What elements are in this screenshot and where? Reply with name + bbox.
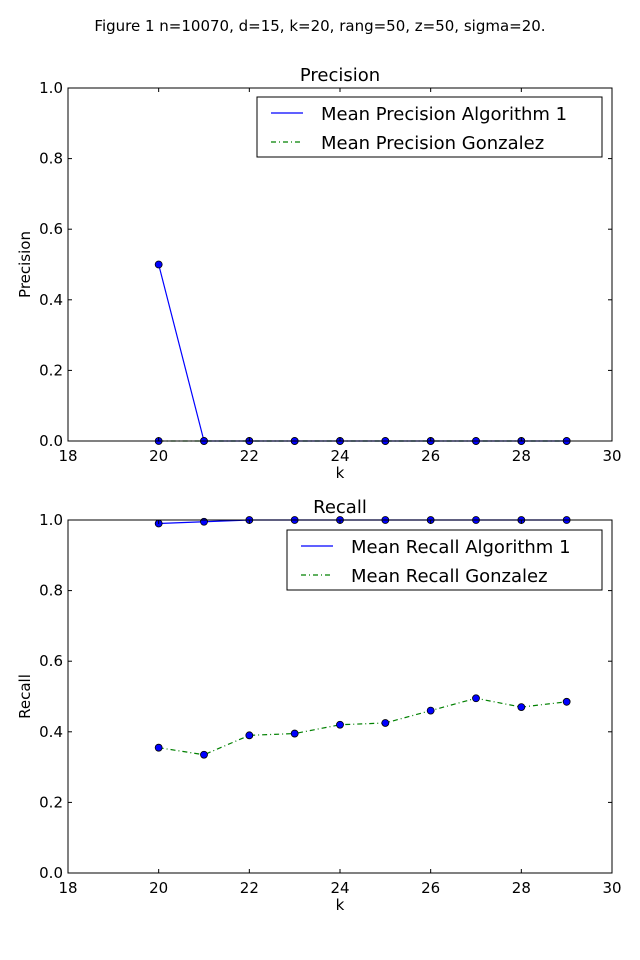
precision-xtick-label: 18 — [58, 447, 77, 465]
precision-title: Precision — [300, 65, 380, 86]
precision-ylabel: Precision — [16, 231, 34, 298]
recall-ytick-label: 0.6 — [39, 652, 63, 670]
recall-ytick-label: 1.0 — [39, 511, 63, 529]
recall-xtick-label: 22 — [240, 879, 259, 897]
recall-series-1-point — [472, 694, 480, 703]
recall-series-1-point — [336, 720, 344, 729]
recall-series-1-point — [154, 743, 163, 752]
recall-series-0-point — [200, 517, 208, 526]
precision-panel: Precision 18 20 22 24 26 28 30 0.0 0.2 0.4 0.6 0.8 1.… — [16, 65, 622, 482]
recall-xtick-label: 18 — [58, 879, 77, 897]
recall-xtick-label: 26 — [421, 879, 440, 897]
recall-series-1-point — [290, 729, 299, 738]
precision-xtick-label: 28 — [512, 447, 531, 465]
precision-xtick-label: 24 — [330, 447, 349, 465]
precision-ytick-label: 1.0 — [39, 79, 63, 97]
recall-ytick-label: 0.8 — [39, 582, 63, 600]
recall-series-1-point — [381, 719, 390, 727]
recall-legend-label-1: Mean Recall Gonzalez — [351, 566, 548, 587]
precision-legend-label-0: Mean Precision Algorithm 1 — [321, 104, 567, 125]
precision-ytick-label: 0.0 — [39, 432, 63, 450]
recall-series-1-point — [200, 750, 208, 759]
precision-legend-label-1: Mean Precision Gonzalez — [321, 133, 544, 154]
precision-data — [154, 260, 571, 445]
precision-series-0-point — [154, 260, 163, 269]
precision-ytick-label: 0.8 — [39, 150, 63, 168]
recall-series-1-point — [426, 706, 435, 715]
recall-xtick-label: 28 — [512, 879, 531, 897]
recall-series-1-point — [245, 731, 254, 740]
recall-series-0-line — [158, 519, 567, 525]
figure-title: Figure 1 n=10070, d=15, k=20, rang=50, z… — [94, 17, 545, 35]
recall-series-1-line — [158, 697, 567, 756]
precision-xlabel: k — [336, 464, 345, 482]
recall-ytick-label: 0.0 — [39, 864, 63, 882]
precision-xtick-label: 20 — [149, 447, 168, 465]
recall-ytick-label: 0.4 — [39, 723, 63, 741]
recall-series-1-point — [517, 703, 526, 711]
recall-legend-label-0: Mean Recall Algorithm 1 — [351, 537, 571, 558]
precision-xtick-label: 22 — [240, 447, 259, 465]
precision-xtick-label: 26 — [421, 447, 440, 465]
recall-ytick-label: 0.2 — [39, 793, 63, 811]
recall-title: Recall — [313, 497, 367, 518]
precision-xtick-label: 30 — [602, 447, 621, 465]
recall-panel: Recall 18 20 22 24 26 28 30 0.0 0.2 0.4 0.6 0.8 1.0 k R… — [16, 497, 622, 914]
precision-series-0-line — [158, 264, 567, 442]
recall-legend: Mean Recall Algorithm 1 Mean Recall Gonza… — [286, 529, 603, 591]
precision-legend-frame — [256, 96, 603, 158]
recall-xtick-label: 30 — [602, 879, 621, 897]
precision-ytick-label: 0.4 — [39, 291, 63, 309]
precision-ytick-label: 0.6 — [39, 220, 63, 238]
recall-xlabel: k — [336, 896, 345, 914]
recall-xtick-label: 20 — [149, 879, 168, 897]
recall-legend-frame — [286, 529, 603, 591]
recall-ylabel: Recall — [16, 674, 34, 719]
recall-xtick-label: 24 — [330, 879, 349, 897]
recall-series-1-point — [562, 697, 571, 706]
precision-legend: Mean Precision Algorithm 1 Mean Precision… — [256, 96, 603, 158]
precision-ytick-label: 0.2 — [39, 361, 63, 379]
